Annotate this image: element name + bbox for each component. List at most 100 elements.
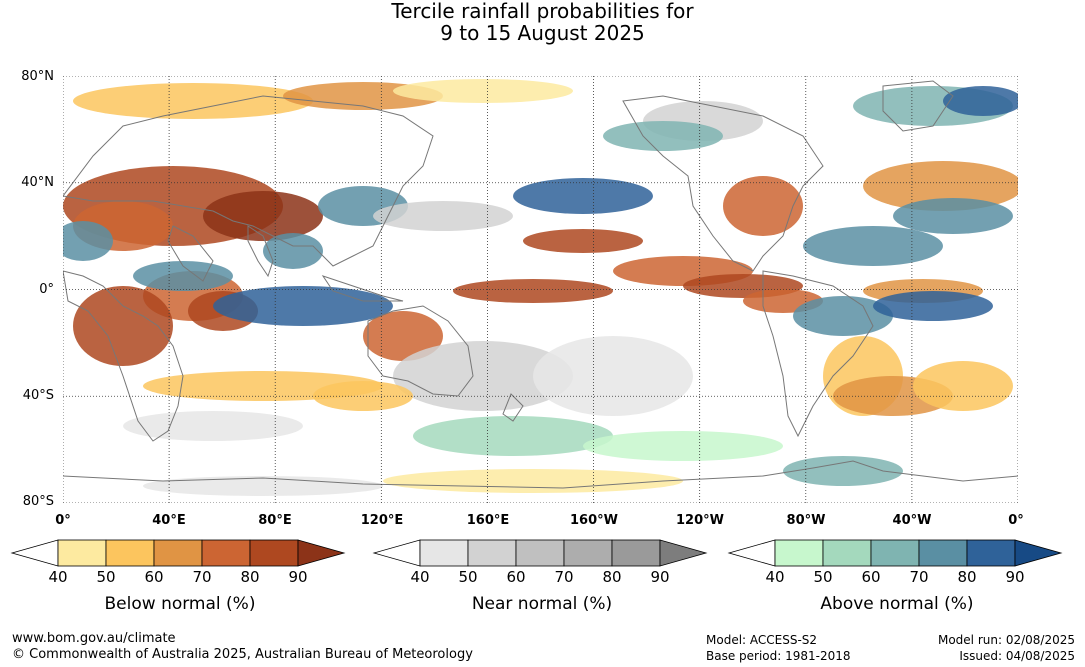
- legend-tick: 90: [288, 568, 308, 586]
- colorbar-segment: [249, 539, 299, 567]
- probability-region: [793, 296, 893, 336]
- legend-tick: 50: [813, 568, 833, 586]
- legend-tick: 80: [240, 568, 260, 586]
- colorbar-segment: [822, 539, 872, 567]
- legend-tick: 70: [554, 568, 574, 586]
- legend-tick: 80: [957, 568, 977, 586]
- footer-base-period: Base period: 1981-2018: [706, 649, 851, 663]
- probability-region: [513, 178, 653, 214]
- colorbar-segment: [966, 539, 1016, 567]
- probability-region: [783, 456, 903, 486]
- probability-region: [73, 83, 313, 119]
- probability-region: [373, 201, 513, 231]
- colorbar-segment: [870, 539, 920, 567]
- lon-label-120w: 120°W: [676, 513, 724, 528]
- lon-label-40w: 40°W: [892, 513, 932, 528]
- probability-region: [863, 161, 1018, 211]
- probability-region: [723, 176, 803, 236]
- colorbar-segment: [467, 539, 517, 567]
- map-title: Tercile rainfall probabilities for 9 to …: [0, 0, 1085, 44]
- legend-tick: 90: [1005, 568, 1025, 586]
- footer-model: Model: ACCESS-S2: [706, 633, 818, 647]
- probability-region: [73, 286, 173, 366]
- legend-title-above: Above normal (%): [820, 594, 974, 614]
- probability-region: [913, 361, 1013, 411]
- coastline-arabia: [167, 225, 214, 282]
- legend-tick: 60: [506, 568, 526, 586]
- probability-region: [873, 291, 993, 321]
- probability-region: [383, 469, 683, 493]
- coastline-north-america: [622, 95, 824, 272]
- probability-region: [393, 79, 573, 103]
- legend-tick: 90: [650, 568, 670, 586]
- coastline-india: [247, 225, 274, 278]
- probability-region: [533, 336, 693, 416]
- legend-below-normal: 40 50 60 70 80 90 Below normal (%): [10, 539, 350, 629]
- footer-dates: Model run: 02/08/2025 Issued: 04/08/2025: [938, 632, 1075, 664]
- colorbar-segment: [563, 539, 613, 567]
- legend-ticks-near: 40 50 60 70 80 90: [372, 568, 712, 586]
- colorbar-segment: [918, 539, 968, 567]
- legend-ticks-above: 40 50 60 70 80 90: [727, 568, 1067, 586]
- lon-label-160w: 160°W: [570, 513, 618, 528]
- colorbar-segment: [419, 539, 469, 567]
- legend-title-near: Near normal (%): [471, 594, 613, 614]
- colorbar-segment: [153, 539, 203, 567]
- colorbar-segment: [515, 539, 565, 567]
- coastline-eurasia: [63, 95, 434, 267]
- probability-region: [123, 411, 303, 441]
- legend-above-normal: 40 50 60 70 80 90 Above normal (%): [727, 539, 1067, 629]
- colorbar-above-normal: [727, 539, 1063, 567]
- probability-region: [213, 286, 393, 326]
- coastline-greenland: [882, 80, 954, 132]
- legend-tick: 40: [765, 568, 785, 586]
- colorbar-segment: [57, 539, 107, 567]
- coastline-antarctica: [63, 460, 1018, 489]
- probability-region: [143, 476, 383, 496]
- probability-region: [203, 191, 323, 241]
- colorbar-extend-low: [10, 539, 59, 567]
- colorbar-segment: [774, 539, 824, 567]
- colorbar-extend-low: [727, 539, 776, 567]
- colorbar-below-normal: [10, 539, 346, 567]
- probability-region: [413, 416, 613, 456]
- probability-region: [603, 121, 723, 151]
- legend-near-normal: 40 50 60 70 80 90 Near normal (%): [372, 539, 712, 629]
- rainfall-probability-map: [63, 76, 1018, 503]
- lat-label-80s: 80°S: [22, 494, 54, 509]
- lat-label-0: 0°: [39, 282, 54, 297]
- probability-region: [803, 226, 943, 266]
- footer-copyright: © Commonwealth of Australia 2025, Austra…: [12, 647, 473, 662]
- probability-region: [63, 221, 113, 261]
- lat-label-40s: 40°S: [22, 388, 54, 403]
- coastline-africa: [63, 270, 184, 442]
- probability-region: [893, 198, 1013, 234]
- footer-url[interactable]: www.bom.gov.au/climate: [12, 631, 176, 646]
- title-line-2: 9 to 15 August 2025: [440, 21, 645, 45]
- lon-label-0: 0°: [55, 513, 71, 528]
- lon-label-80w: 80°W: [786, 513, 826, 528]
- lon-label-160e: 160°E: [466, 513, 510, 528]
- colorbar-segment: [105, 539, 155, 567]
- legend-ticks-below: 40 50 60 70 80 90: [10, 568, 350, 586]
- lat-label-80n: 80°N: [21, 69, 54, 84]
- colorbar-extend-high: [659, 539, 708, 567]
- coastline-new-zealand: [502, 393, 524, 422]
- colorbar-extend-low: [372, 539, 421, 567]
- lon-label-0-east: 0°: [1008, 513, 1024, 528]
- probability-region: [263, 233, 323, 269]
- footer-model-info: Model: ACCESS-S2 Base period: 1981-2018: [706, 632, 851, 664]
- probability-region: [523, 229, 643, 253]
- footer-issued: Issued: 04/08/2025: [959, 649, 1075, 663]
- probability-region: [453, 279, 613, 303]
- lon-label-80e: 80°E: [258, 513, 292, 528]
- colorbar-extend-high: [1014, 539, 1063, 567]
- probability-region: [583, 431, 783, 461]
- legend-tick: 70: [192, 568, 212, 586]
- legend-tick: 60: [144, 568, 164, 586]
- title-line-1: Tercile rainfall probabilities for: [391, 0, 694, 23]
- probability-region: [133, 261, 233, 291]
- legend-tick: 70: [909, 568, 929, 586]
- footer-left: www.bom.gov.au/climate © Commonwealth of…: [12, 631, 473, 663]
- lat-label-40n: 40°N: [21, 175, 54, 190]
